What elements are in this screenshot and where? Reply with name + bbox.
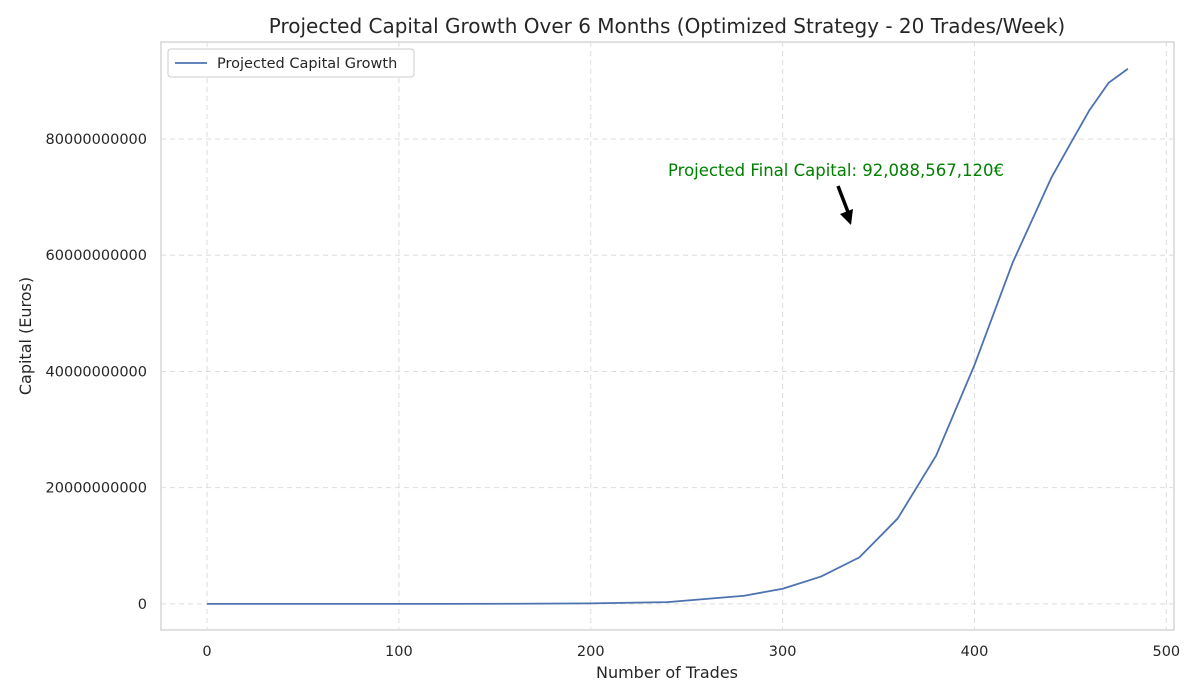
annotation-arrow-shaft (836, 185, 850, 213)
x-tick-label: 0 (202, 644, 211, 660)
y-tick-label: 80000000000 (46, 132, 147, 148)
y-tick-labels: 0 20000000000 40000000000 60000000000 800000… (46, 132, 147, 613)
y-tick-label: 60000000000 (46, 248, 147, 264)
legend-entry-label: Projected Capital Growth (217, 56, 397, 72)
y-axis-label: Capital (Euros) (16, 277, 35, 395)
y-tick-label: 40000000000 (46, 364, 147, 380)
x-tick-label: 300 (769, 644, 797, 660)
x-tick-labels: 0 100 200 300 400 500 (202, 644, 1180, 660)
y-gridlines (161, 138, 1174, 605)
y-tick-label: 0 (138, 597, 147, 613)
annotation-arrowhead (840, 209, 853, 225)
chart-title: Projected Capital Growth Over 6 Months (… (269, 14, 1066, 38)
plot-area (160, 41, 1175, 631)
x-tick-label: 200 (577, 644, 605, 660)
series-line-projected-capital-growth (207, 68, 1129, 605)
x-tick-label: 100 (385, 644, 413, 660)
x-tick-label: 400 (961, 644, 989, 660)
y-tick-label: 20000000000 (46, 481, 147, 497)
x-axis-label: Number of Trades (596, 663, 738, 682)
annotation: Projected Final Capital: 92,088,567,120€ (668, 161, 1004, 225)
legend-box (167, 48, 415, 78)
x-tick-label: 500 (1152, 644, 1180, 660)
legend: Projected Capital Growth (167, 48, 415, 78)
x-gridlines (206, 42, 1167, 630)
annotation-text: Projected Final Capital: 92,088,567,120€ (668, 161, 1004, 180)
